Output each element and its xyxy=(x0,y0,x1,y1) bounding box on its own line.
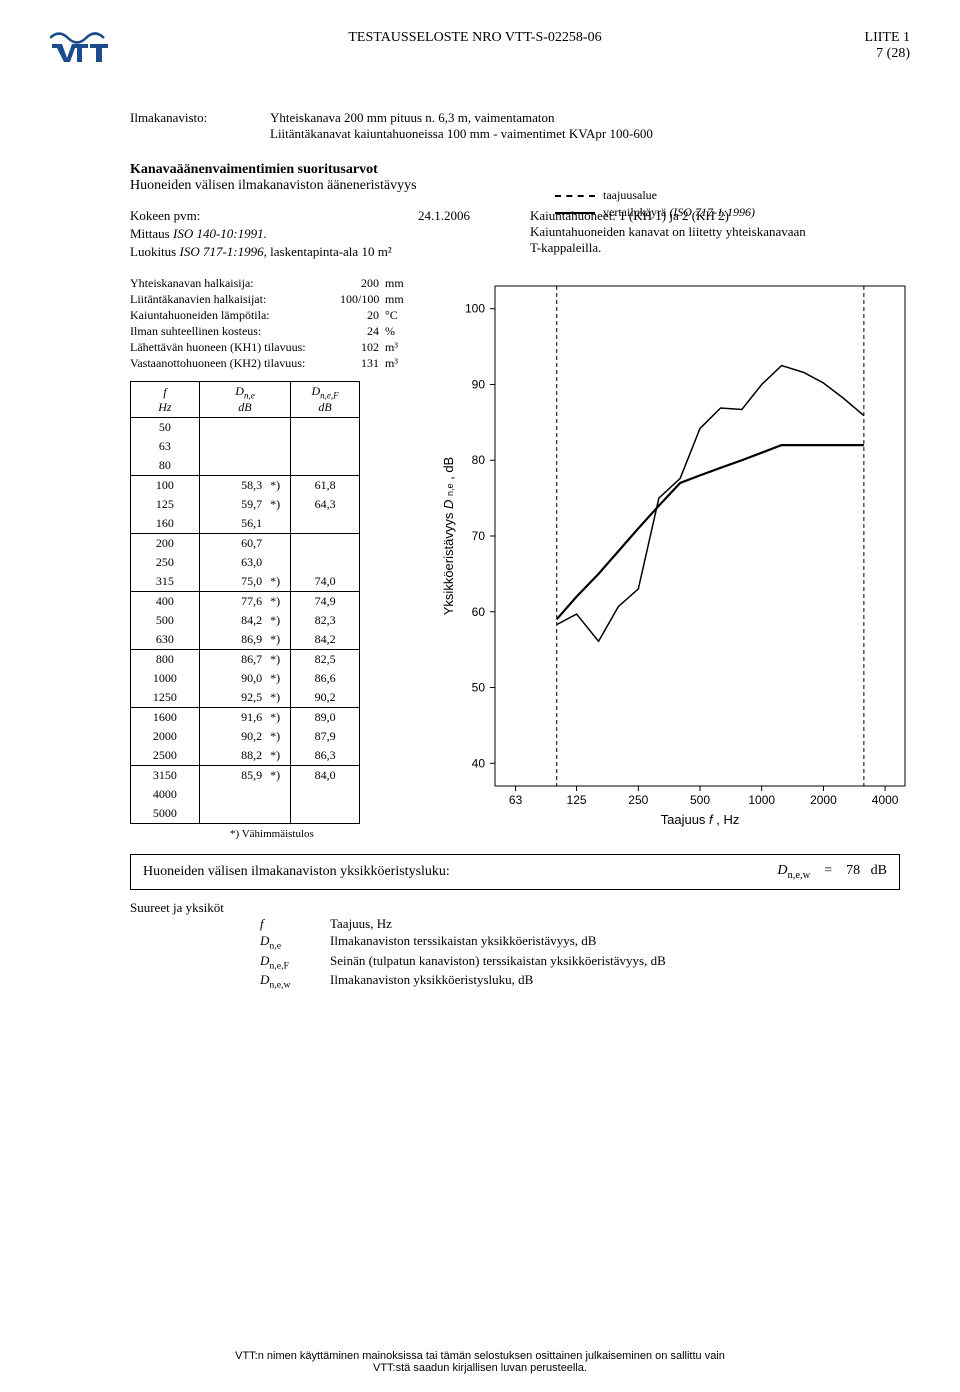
table-row: 1600 91,6 *) 89,0 xyxy=(131,708,360,728)
table-row: 50 xyxy=(131,418,360,438)
table-row: 4000 xyxy=(131,785,360,804)
svg-text:60: 60 xyxy=(472,605,486,619)
legend-dash-icon xyxy=(555,195,595,197)
meta-right-line3: T-kappaleilla. xyxy=(530,240,900,256)
units-block: Suureet ja yksiköt f Taajuus, Hz Dn,e Il… xyxy=(130,900,900,991)
main-columns: Yhteiskanavan halkaisija: 200 mm Liitänt… xyxy=(130,276,900,840)
param-row: Vastaanottohuoneen (KH2) tilavuus: 131 m… xyxy=(130,356,415,371)
measurement-line: Mittaus ISO 140-10:1991. xyxy=(130,226,500,242)
result-box: Huoneiden välisen ilmakanaviston yksikkö… xyxy=(130,854,900,890)
table-row: 500 84,2 *) 82,3 xyxy=(131,611,360,630)
left-column: Yhteiskanavan halkaisija: 200 mm Liitänt… xyxy=(130,276,415,840)
svg-text:50: 50 xyxy=(472,681,486,695)
param-row: Yhteiskanavan halkaisija: 200 mm xyxy=(130,276,415,291)
svg-text:63: 63 xyxy=(509,793,523,807)
table-row: 400 77,6 *) 74,9 xyxy=(131,592,360,612)
date-value: 24.1.2006 xyxy=(418,208,500,224)
page-header: TESTAUSSELOSTE NRO VTT-S-02258-06 LIITE … xyxy=(50,30,910,70)
table-row: 800 86,7 *) 82,5 xyxy=(131,650,360,670)
page-footer: VTT:n nimen käyttäminen mainoksissa tai … xyxy=(0,1350,960,1374)
document-title: TESTAUSSELOSTE NRO VTT-S-02258-06 xyxy=(140,30,810,46)
svg-text:2000: 2000 xyxy=(810,793,837,807)
chart-legend: taajuusalue vertailukäyrä (ISO 717-1:199… xyxy=(555,188,755,222)
svg-text:100: 100 xyxy=(465,302,485,316)
meta-right-line2: Kaiuntahuoneiden kanavat on liitetty yht… xyxy=(530,224,900,240)
table-row: 1250 92,5 *) 90,2 xyxy=(131,688,360,708)
table-row: 125 59,7 *) 64,3 xyxy=(131,495,360,514)
table-row: 100 58,3 *) 61,8 xyxy=(131,476,360,496)
table-row: 2000 90,2 *) 87,9 xyxy=(131,727,360,746)
unit-row: Dn,e,F Seinän (tulpatun kanaviston) ters… xyxy=(260,953,900,972)
page-number-block: LIITE 1 7 (28) xyxy=(810,30,910,62)
svg-text:250: 250 xyxy=(628,793,648,807)
date-label: Kokeen pvm: xyxy=(130,208,418,224)
vtt-logo xyxy=(50,30,140,70)
table-row: 80 xyxy=(131,456,360,476)
svg-text:Taajuus f , Hz: Taajuus f , Hz xyxy=(661,812,740,827)
svg-text:4000: 4000 xyxy=(872,793,899,807)
param-row: Lähettävän huoneen (KH1) tilavuus: 102 m… xyxy=(130,340,415,355)
unit-row: f Taajuus, Hz xyxy=(260,916,900,932)
page-number: 7 (28) xyxy=(810,46,910,62)
svg-text:1000: 1000 xyxy=(748,793,775,807)
parameters-block: Yhteiskanavan halkaisija: 200 mm Liitänt… xyxy=(130,276,415,371)
result-equation: Dn,e,w = 78 dB xyxy=(777,863,887,881)
table-row: 2500 88,2 *) 86,3 xyxy=(131,746,360,766)
unit-row: Dn,e,w Ilmakanaviston yksikköeristysluku… xyxy=(260,972,900,991)
intro-block: Ilmakanavisto: Yhteiskanava 200 mm pituu… xyxy=(130,110,900,142)
table-row: 315 75,0 *) 74,0 xyxy=(131,572,360,592)
unit-row: Dn,e Ilmakanaviston terssikaistan yksikk… xyxy=(260,933,900,952)
sound-chart: 40 50 60 70 80 90 100 63 125 250 500 1000 2000 4000 Ta… xyxy=(435,276,915,836)
intro-label: Ilmakanavisto: xyxy=(130,110,270,142)
table-header-row: fHz Dn,edB Dn,e,FdB xyxy=(131,382,360,418)
table-row: 63 xyxy=(131,437,360,456)
svg-text:70: 70 xyxy=(472,529,486,543)
svg-text:80: 80 xyxy=(472,453,486,467)
units-title: Suureet ja yksiköt xyxy=(130,900,900,916)
legend-dash-label: taajuusalue xyxy=(603,188,657,203)
param-row: Ilman suhteellinen kosteus: 24 % xyxy=(130,324,415,339)
svg-text:40: 40 xyxy=(472,756,486,770)
legend-solid-label: vertailukäyrä (ISO 717-1:1996) xyxy=(603,205,755,220)
param-row: Liitäntäkanavien halkaisijat: 100/100 mm xyxy=(130,292,415,307)
table-row: 200 60,7 xyxy=(131,534,360,554)
footer-line2: VTT:stä saadun kirjallisen luvan peruste… xyxy=(0,1362,960,1374)
table-row: 630 86,9 *) 84,2 xyxy=(131,630,360,650)
svg-text:500: 500 xyxy=(690,793,710,807)
footer-line1: VTT:n nimen käyttäminen mainoksissa tai … xyxy=(0,1350,960,1362)
metadata-left: Kokeen pvm: 24.1.2006 Mittaus ISO 140-10… xyxy=(130,208,500,262)
table-footnote: *) Vähimmäistulos xyxy=(230,828,415,840)
intro-value: Yhteiskanava 200 mm pituus n. 6,3 m, vai… xyxy=(270,110,900,142)
table-row: 5000 xyxy=(131,804,360,824)
svg-text:125: 125 xyxy=(567,793,587,807)
appendix-label: LIITE 1 xyxy=(810,30,910,46)
table-row: 3150 85,9 *) 84,0 xyxy=(131,766,360,786)
section-title: Kanavaäänenvaimentimien suoritusarvot xyxy=(130,162,900,178)
legend-solid-icon xyxy=(555,212,595,214)
svg-text:Yksikköeristävyys D n,e , dB: Yksikköeristävyys D n,e , dB xyxy=(441,457,456,615)
metadata-grid: Kokeen pvm: 24.1.2006 Mittaus ISO 140-10… xyxy=(130,208,900,262)
param-row: Kaiuntahuoneiden lämpötila: 20 °C xyxy=(130,308,415,323)
classification-line: Luokitus ISO 717-1:1996, laskentapinta-a… xyxy=(130,244,500,260)
table-row: 250 63,0 xyxy=(131,553,360,572)
content-body: Ilmakanavisto: Yhteiskanava 200 mm pituu… xyxy=(130,110,900,991)
table-row: 160 56,1 xyxy=(131,514,360,534)
svg-text:90: 90 xyxy=(472,377,486,391)
data-table: fHz Dn,edB Dn,e,FdB 50 63 80 100 58,3 *)… xyxy=(130,381,360,824)
section-subtitle: Huoneiden välisen ilmakanaviston äänener… xyxy=(130,178,900,194)
result-label: Huoneiden välisen ilmakanaviston yksikkö… xyxy=(143,864,450,880)
table-row: 1000 90,0 *) 86,6 xyxy=(131,669,360,688)
chart-area: taajuusalue vertailukäyrä (ISO 717-1:199… xyxy=(435,276,915,836)
